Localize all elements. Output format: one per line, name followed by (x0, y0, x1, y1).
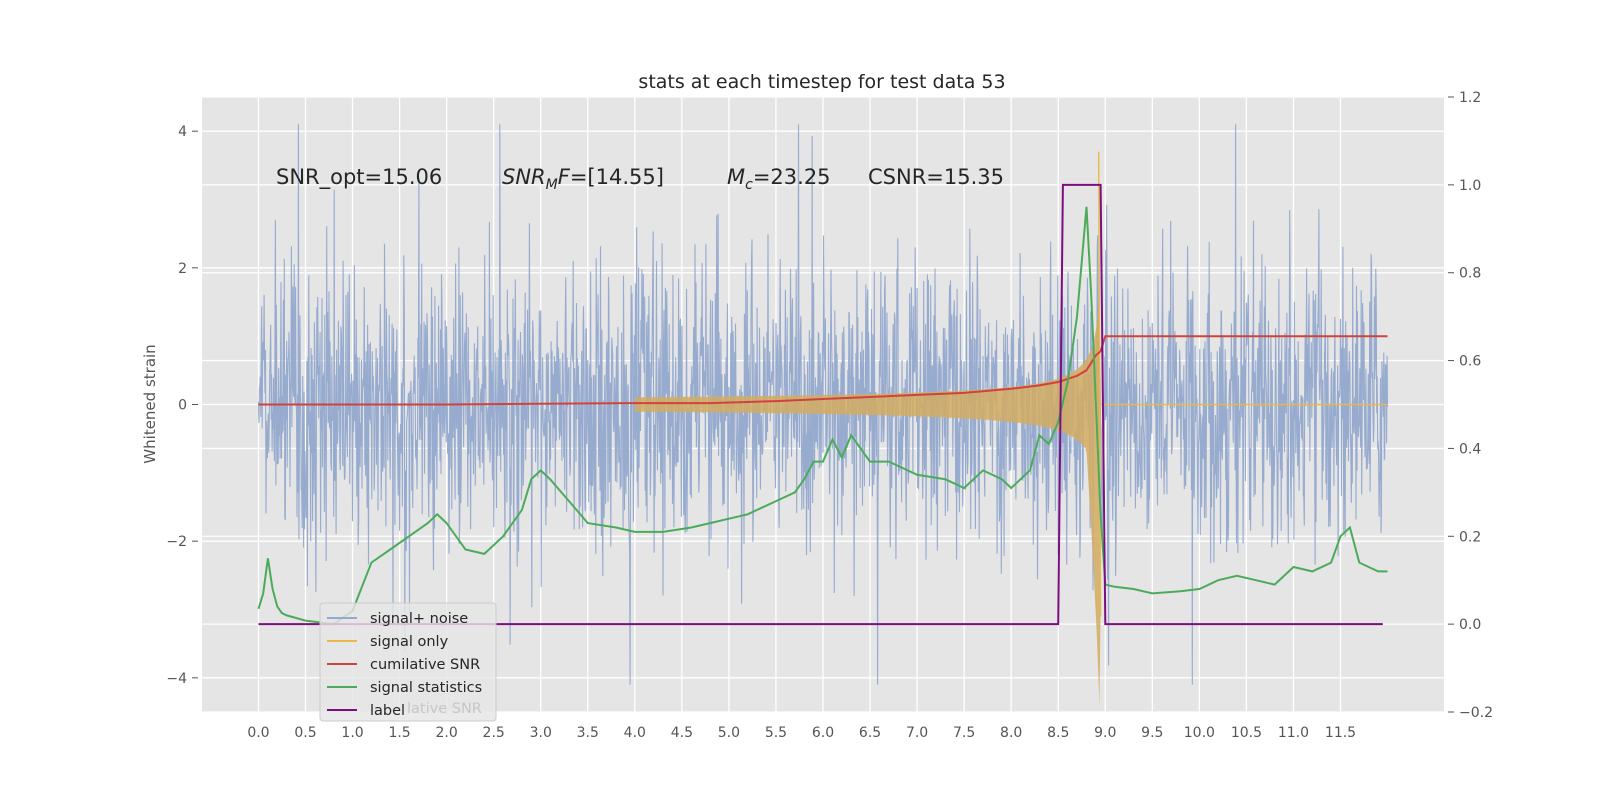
y-axis: 4 2 0 −2 −4 (166, 124, 198, 687)
mc-sub: c (745, 177, 753, 193)
x-tick-label: 0.0 (247, 725, 269, 741)
series-signal-only-band (634, 290, 1101, 707)
snr-mf-rest: F (558, 165, 571, 189)
snr-mf-main: SNR (502, 165, 546, 189)
x-tick-label: 7.0 (906, 725, 928, 741)
annotation-snr-mf: SNRMF=[14.55] (502, 165, 664, 193)
x-tick-label: 6.5 (859, 725, 881, 741)
x-tick-label: 5.5 (765, 725, 787, 741)
y-axis-label: Whitened strain (141, 344, 159, 463)
legend-entry: signal+ noise (370, 611, 468, 627)
x-tick-label: 1.5 (388, 725, 410, 741)
y-tick-label: 4 (178, 124, 187, 140)
x-tick-label: 2.5 (483, 725, 505, 741)
x-tick-label: 4.5 (671, 725, 693, 741)
legend-entry: signal statistics (370, 680, 482, 696)
x-tick-label: 3.0 (530, 725, 552, 741)
y2-tick-label: 0.4 (1459, 441, 1481, 457)
legend-entries: signal+ noise signal only cumilative SNR si… (327, 611, 482, 719)
y2-tick-label: 0.0 (1459, 617, 1481, 633)
y2-tick-label: 0.2 (1459, 529, 1481, 545)
annotation-csnr: CSNR=15.35 (868, 165, 1004, 189)
legend-ghost-text: lative SNR (407, 701, 482, 717)
series-label (258, 183, 1383, 626)
y-tick-label: 0 (178, 398, 187, 414)
x-tick-label: 10.5 (1231, 725, 1262, 741)
x-tick-label: 5.0 (718, 725, 740, 741)
x-axis: 0.0 0.5 1.0 1.5 2.0 2.5 3.0 3.5 4.0 4.5 5.0 5.5 6.0 6… (247, 725, 1356, 741)
x-tick-label: 4.0 (624, 725, 646, 741)
series-signal-noise (257, 124, 1389, 685)
legend-entry: label (370, 703, 405, 719)
x-tick-label: 8.5 (1047, 725, 1069, 741)
x-tick-label: 9.5 (1141, 725, 1163, 741)
x-tick-label: 1.0 (341, 725, 363, 741)
legend-entry: signal only (370, 634, 449, 650)
y2-tick-label: 1.0 (1459, 178, 1481, 194)
x-tick-label: 3.5 (577, 725, 599, 741)
legend-box (319, 602, 497, 722)
chart-title: stats at each timestep for test data 53 (638, 71, 1005, 93)
x-tick-label: 11.0 (1278, 725, 1309, 741)
snr-mf-sub: M (546, 177, 558, 193)
series-signal-only-peak (1097, 151, 1102, 617)
x-tick-label: 0.5 (294, 725, 316, 741)
annotation-mc: Mc=23.25 (727, 165, 831, 193)
y2-tick-label: 0.6 (1459, 354, 1481, 370)
x-tick-label: 10.0 (1184, 725, 1215, 741)
snr-mf-value: =[14.55] (570, 165, 664, 189)
x-tick-label: 9.0 (1094, 725, 1116, 741)
x-tick-label: 7.5 (953, 725, 975, 741)
x-tick-label: 11.5 (1325, 725, 1356, 741)
mc-value: =23.25 (753, 165, 831, 189)
y-tick-label: −4 (166, 671, 187, 687)
x-tick-label: 2.0 (436, 725, 458, 741)
y2-tick-label: 1.2 (1459, 90, 1481, 106)
annotations: SNR_opt=15.06 SNRMF=[14.55] Mc=23.25 CSN… (276, 165, 1004, 193)
series-layer (257, 124, 1389, 707)
series-signal-statistics (257, 206, 1388, 626)
y-tick-label: −2 (166, 534, 187, 550)
y2-axis: 1.2 1.0 0.8 0.6 0.4 0.2 0.0 −0.2 (1448, 90, 1493, 721)
x-tick-label: 6.0 (812, 725, 834, 741)
legend: lative SNR signal+ noise signal only cumil… (319, 602, 497, 722)
mc-main: M (727, 165, 745, 189)
annotation-snr-opt: SNR_opt=15.06 (276, 165, 442, 190)
y-tick-label: 2 (178, 261, 187, 277)
legend-entry: cumilative SNR (370, 657, 480, 673)
y2-tick-label: 0.8 (1459, 266, 1481, 282)
y2-tick-label: −0.2 (1459, 705, 1493, 721)
x-tick-label: 8.0 (1000, 725, 1022, 741)
